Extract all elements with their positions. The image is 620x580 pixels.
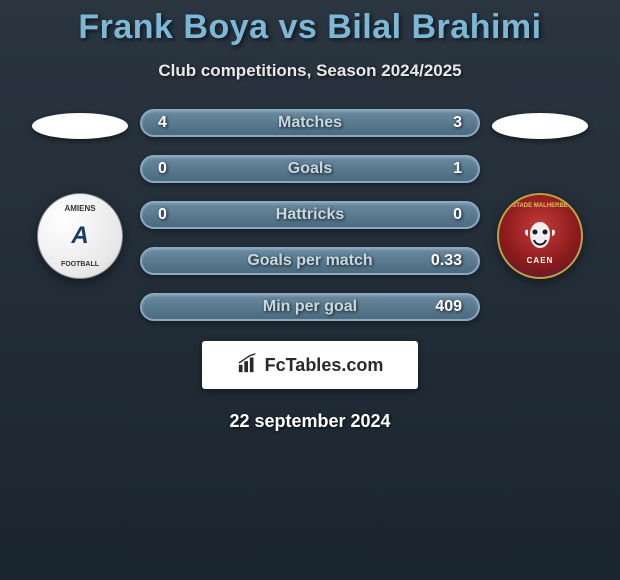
stat-value-right: 3 — [422, 114, 462, 132]
stat-label: Hattricks — [276, 206, 344, 224]
stat-row: 0 Goals 1 — [140, 155, 480, 183]
bar-chart-icon — [237, 352, 259, 379]
right-club-badge: STADE MALHERBE CAEN — [497, 193, 583, 279]
right-player-col: STADE MALHERBE CAEN — [485, 109, 595, 279]
stat-label: Goals — [288, 160, 332, 178]
stat-label: Min per goal — [263, 298, 357, 316]
stat-value-left: 0 — [158, 160, 198, 178]
left-club-badge: AMIENS A FOOTBALL — [37, 193, 123, 279]
stat-value-right: 0.33 — [422, 252, 462, 270]
stat-value-right: 1 — [422, 160, 462, 178]
left-player-photo-oval — [32, 113, 128, 139]
brand-box: FcTables.com — [202, 341, 418, 389]
left-club-logo: A — [71, 222, 88, 250]
date-text: 22 september 2024 — [229, 411, 390, 432]
stat-row: Goals per match 0.33 — [140, 247, 480, 275]
left-club-bottom-text: FOOTBALL — [61, 261, 99, 268]
stats-column: 4 Matches 3 0 Goals 1 0 Hattricks 0 Goal… — [135, 109, 485, 321]
content-row: AMIENS A FOOTBALL 4 Matches 3 0 Goals 1 … — [0, 109, 620, 321]
stat-value-right: 409 — [422, 298, 462, 316]
stat-value-right: 0 — [422, 206, 462, 224]
stat-label: Goals per match — [247, 252, 372, 270]
stat-value-left: 4 — [158, 114, 198, 132]
stat-row: Min per goal 409 — [140, 293, 480, 321]
right-club-top-text: STADE MALHERBE — [512, 203, 568, 209]
page-title: Frank Boya vs Bilal Brahimi — [78, 8, 541, 47]
brand-text: FcTables.com — [265, 355, 384, 376]
stat-value-left: 0 — [158, 206, 198, 224]
left-player-col: AMIENS A FOOTBALL — [25, 109, 135, 279]
right-player-photo-oval — [492, 113, 588, 139]
stat-row: 4 Matches 3 — [140, 109, 480, 137]
stat-label: Matches — [278, 114, 342, 132]
right-club-caen-text: CAEN — [527, 256, 554, 265]
left-club-top-text: AMIENS — [64, 204, 95, 213]
stat-row: 0 Hattricks 0 — [140, 201, 480, 229]
viking-icon — [518, 214, 562, 258]
subtitle: Club competitions, Season 2024/2025 — [158, 61, 461, 81]
